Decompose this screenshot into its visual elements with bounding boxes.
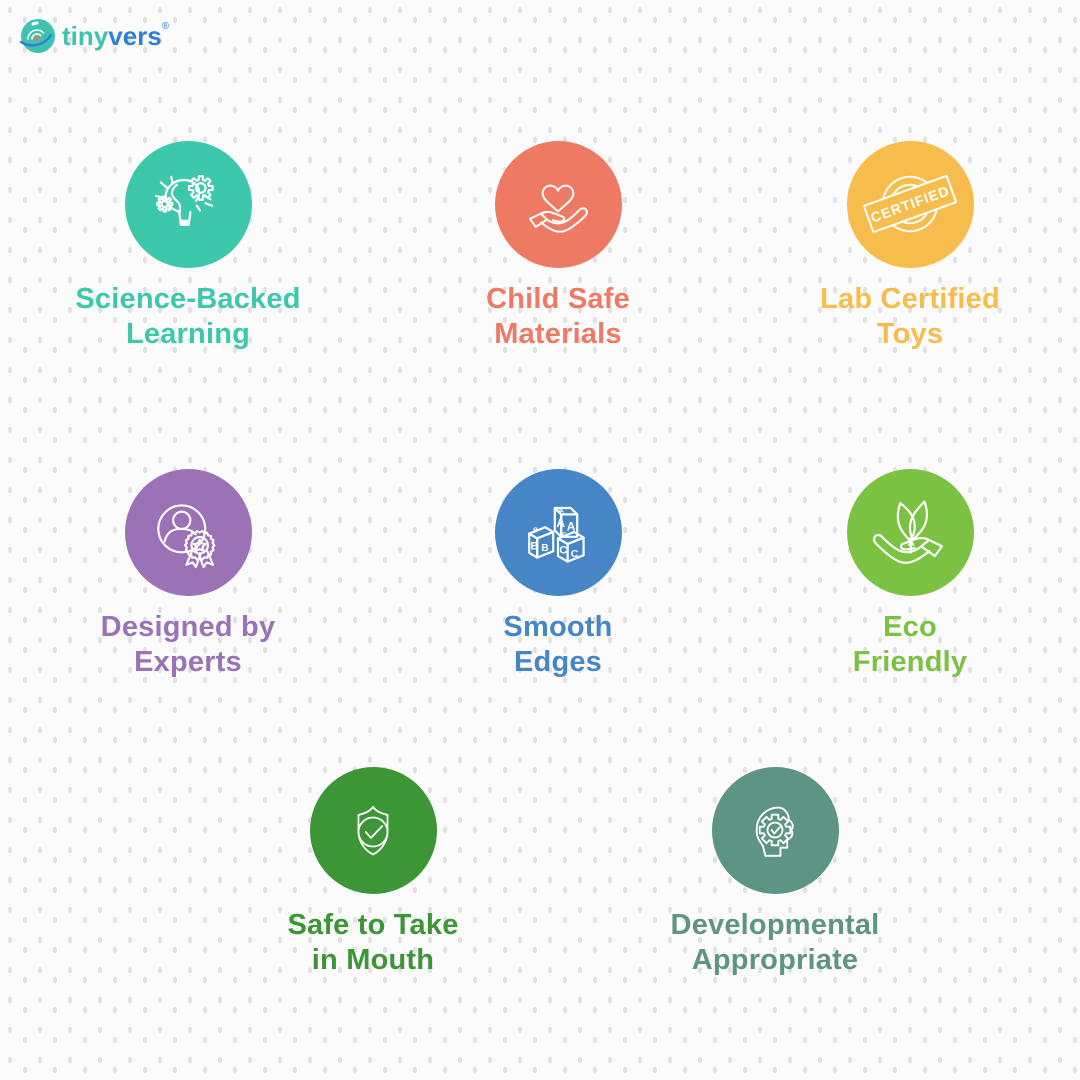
svg-text:A: A — [556, 516, 565, 530]
svg-text:C: C — [559, 545, 567, 557]
svg-text:C: C — [571, 549, 579, 560]
svg-text:B: B — [541, 543, 549, 554]
svg-text:B: B — [530, 541, 538, 553]
svg-text:B: B — [533, 527, 540, 535]
